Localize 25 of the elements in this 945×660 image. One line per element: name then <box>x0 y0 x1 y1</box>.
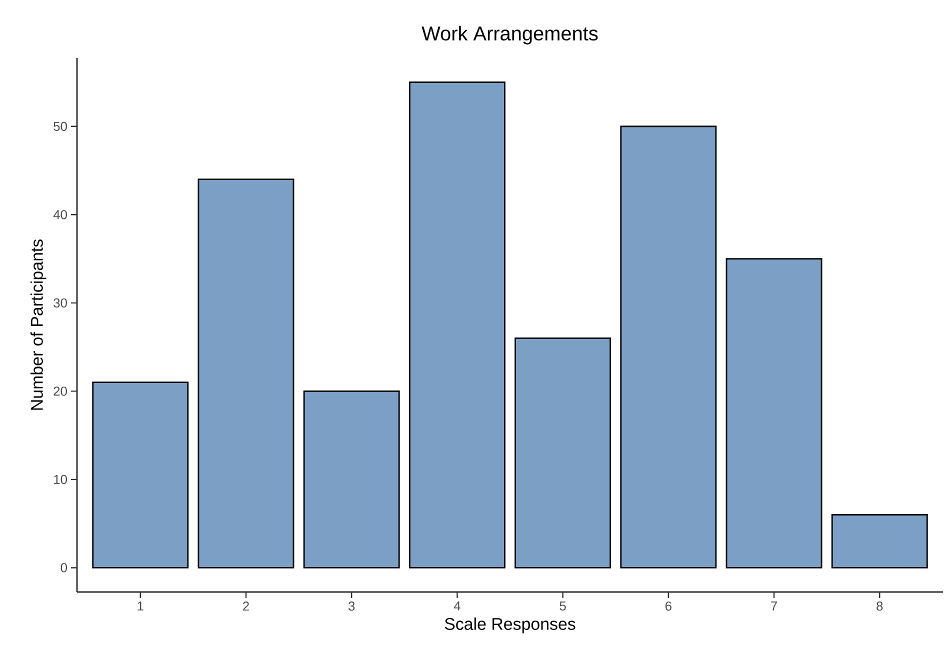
y-tick-label: 50 <box>54 122 67 131</box>
x-axis-title: Scale Responses <box>444 618 576 634</box>
y-tick-label: 30 <box>54 298 67 308</box>
y-axis-title: Number of Participants <box>30 240 46 410</box>
bar <box>514 338 612 568</box>
bar <box>198 178 294 568</box>
x-tick-label: 1 <box>138 602 144 610</box>
bar <box>831 514 928 568</box>
y-tick-label: 0 <box>60 563 67 572</box>
bar <box>620 126 717 568</box>
bar <box>303 390 400 568</box>
y-tick-label: 20 <box>54 386 67 396</box>
bar <box>726 258 822 568</box>
y-tick-label: 40 <box>53 210 67 220</box>
x-tick-label: 4 <box>454 602 460 610</box>
x-tick-label: 6 <box>665 602 672 611</box>
x-tick-label: 8 <box>876 602 883 611</box>
bar <box>92 382 189 568</box>
x-tick-label: 2 <box>243 602 249 611</box>
x-tick-label: 3 <box>348 602 355 611</box>
x-tick-label: 5 <box>560 602 566 611</box>
y-tick-label: 10 <box>54 474 67 484</box>
bar <box>408 82 506 568</box>
x-tick-label: 7 <box>771 602 777 610</box>
chart-title: Work Arrangements <box>422 26 598 44</box>
